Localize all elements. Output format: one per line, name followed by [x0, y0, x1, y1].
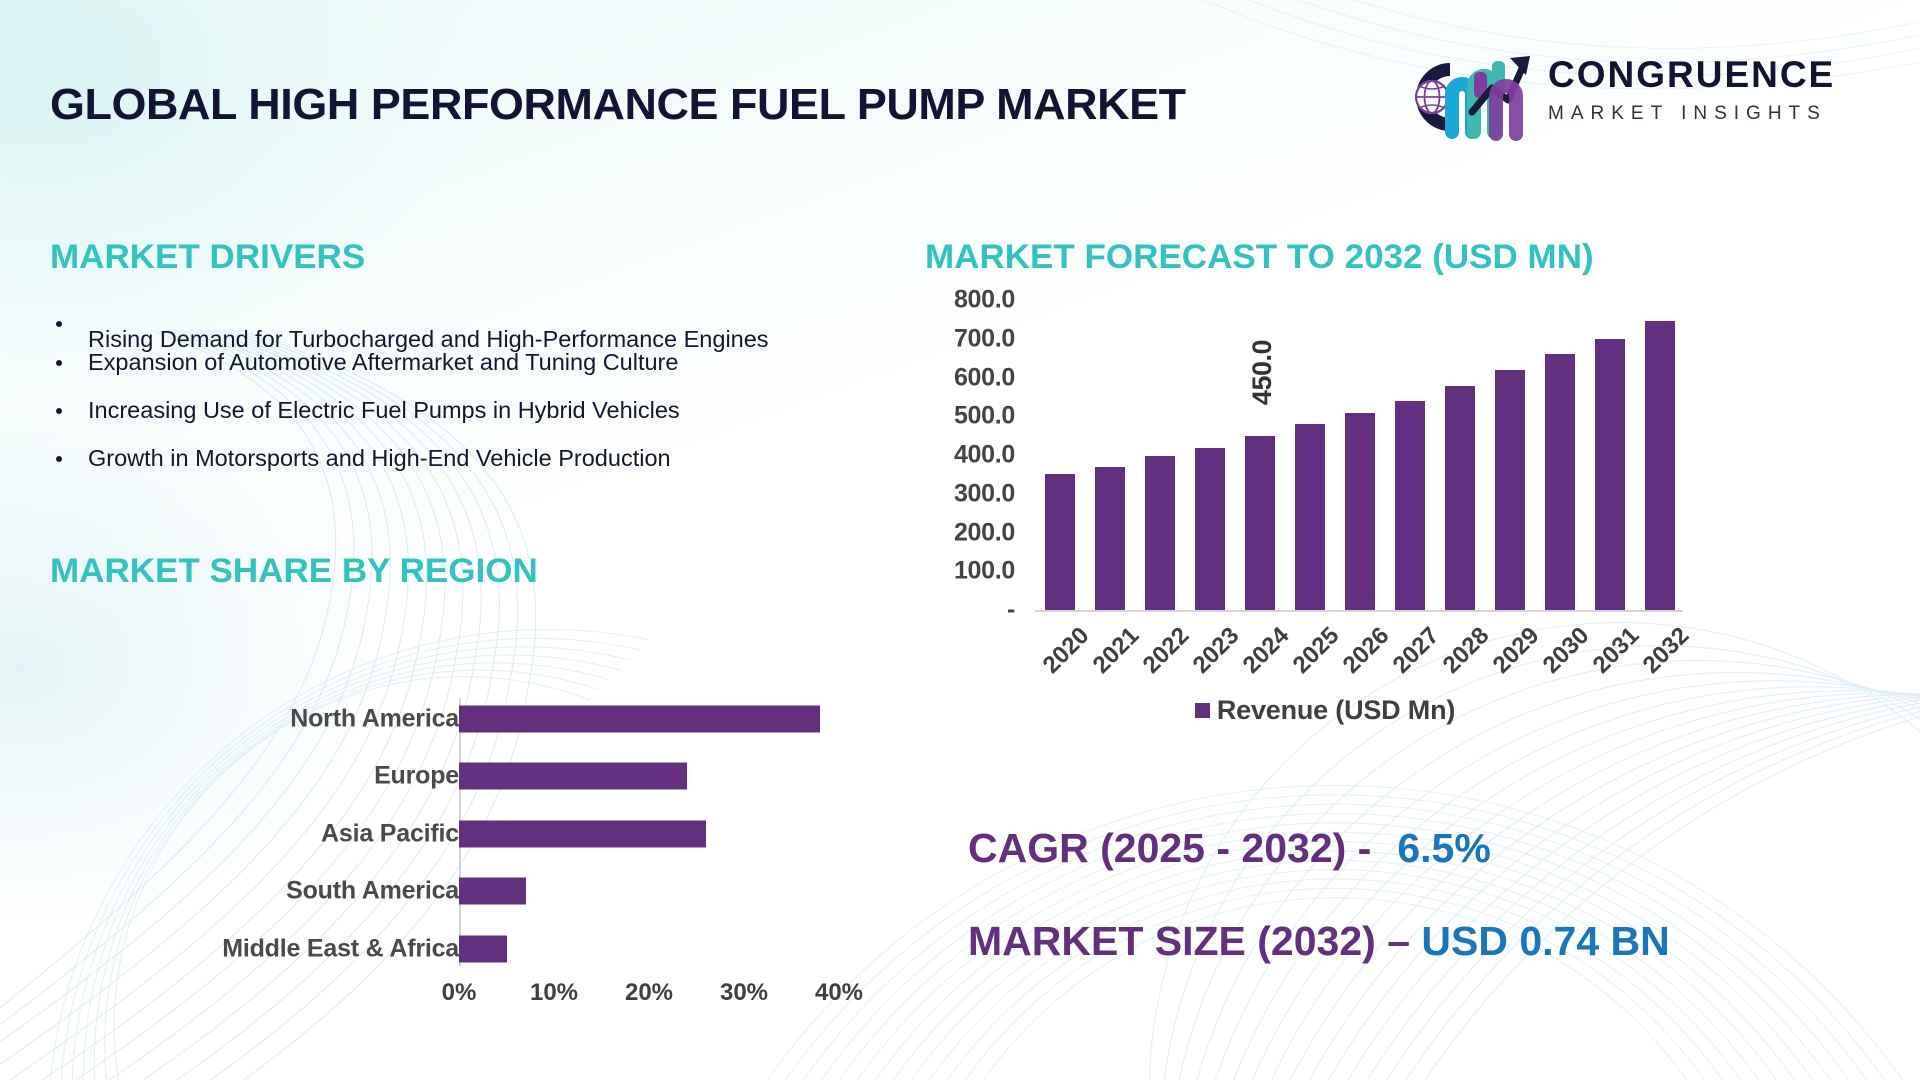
region-label: South America — [286, 876, 459, 905]
region-bar — [459, 705, 820, 733]
region-label: Middle East & Africa — [222, 934, 459, 963]
forecast-bar — [1345, 413, 1375, 610]
forecast-plot-area: 2020 2021 2022 2023 450.0 2024 2025 2026 2027 202… — [1035, 300, 1694, 679]
forecast-bar — [1045, 474, 1075, 610]
forecast-bar — [1245, 435, 1275, 610]
forecast-y-label: - — [1006, 595, 1015, 624]
forecast-x-label: 2021 — [1087, 622, 1145, 679]
cagr-label: CAGR (2025 - 2032) - — [968, 825, 1372, 871]
forecast-baseline — [1035, 610, 1683, 612]
forecast-data-label: 450.0 — [1247, 339, 1277, 405]
forecast-bar — [1595, 338, 1625, 610]
forecast-x-label: 2029 — [1487, 622, 1545, 679]
list-item: Rising Demand for Turbocharged and High-… — [48, 312, 920, 366]
region-x-tick: 40% — [814, 979, 864, 1006]
bullet-icon — [56, 360, 62, 367]
logo-text: CONGRUENCE MARKET INSIGHTS — [1548, 56, 1835, 123]
region-bar-track — [459, 877, 839, 905]
forecast-bar — [1495, 369, 1525, 610]
forecast-x-label: 2022 — [1137, 622, 1195, 679]
header: GLOBAL HIGH PERFORMANCE FUEL PUMP MARKET — [0, 0, 1920, 175]
forecast-y-label: 100.0 — [953, 556, 1015, 585]
region-row: Middle East & Africa — [50, 920, 900, 978]
bullet-icon — [56, 408, 62, 415]
region-bar — [459, 762, 687, 790]
region-bar — [459, 877, 526, 905]
market-size-value: USD 0.74 BN — [1421, 918, 1670, 964]
region-bar-track — [459, 705, 839, 733]
cagr-value: 6.5% — [1397, 825, 1491, 871]
logo-name: CONGRUENCE — [1548, 54, 1836, 95]
driver-text: Rising Demand for Turbocharged and High-… — [88, 326, 769, 352]
forecast-bar — [1445, 386, 1475, 610]
page-title: GLOBAL HIGH PERFORMANCE FUEL PUMP MARKET — [50, 80, 1186, 129]
region-row: Europe — [50, 748, 900, 806]
forecast-bar — [1145, 455, 1175, 610]
forecast-x-label: 2028 — [1437, 622, 1495, 679]
forecast-x-label: 2026 — [1337, 622, 1395, 679]
forecast-x-label: 2030 — [1537, 622, 1595, 679]
forecast-bar — [1395, 400, 1425, 610]
forecast-y-label: 200.0 — [953, 518, 1015, 546]
market-forecast-heading: MARKET FORECAST TO 2032 (USD MN) — [925, 238, 1594, 276]
list-item: Expansion of Automotive Aftermarket and … — [48, 349, 679, 375]
region-bar-track — [459, 935, 839, 963]
driver-text: Increasing Use of Electric Fuel Pumps in… — [88, 397, 680, 423]
region-row: Asia Pacific — [50, 805, 900, 863]
forecast-bar — [1095, 466, 1125, 610]
legend-swatch-icon — [1194, 703, 1210, 718]
market-forecast-chart: - 100.0 200.0 300.0 400.0 500.0 600.0 700.0 800.… — [925, 286, 1885, 726]
region-x-tick: 20% — [624, 979, 674, 1006]
forecast-y-label: 300.0 — [953, 479, 1015, 508]
market-drivers-heading: MARKET DRIVERS — [50, 238, 366, 276]
forecast-bar — [1545, 354, 1575, 610]
forecast-y-label: 700.0 — [953, 324, 1015, 353]
region-bar — [459, 820, 706, 848]
bullet-icon — [56, 456, 62, 463]
forecast-x-label: 2032 — [1637, 622, 1695, 679]
market-share-heading: MARKET SHARE BY REGION — [50, 552, 538, 590]
forecast-x-label: 2020 — [1037, 622, 1095, 679]
region-bar-track — [459, 820, 839, 848]
market-share-by-region-chart: North America Europe Asia Pacific South Ame… — [50, 690, 900, 1006]
forecast-bar — [1645, 321, 1675, 610]
region-chart-rows: North America Europe Asia Pacific South Ame… — [50, 690, 900, 978]
forecast-legend: Revenue (USD Mn) — [925, 695, 1725, 726]
market-size-kpi: MARKET SIZE (2032) – USD 0.74 BN — [968, 918, 1670, 965]
region-row: North America — [50, 690, 900, 748]
region-x-tick: 0% — [441, 979, 477, 1006]
forecast-x-label: 2023 — [1187, 622, 1245, 679]
cagr-kpi: CAGR (2025 - 2032) - 6.5% — [968, 825, 1491, 872]
forecast-y-label: 400.0 — [953, 440, 1015, 469]
forecast-x-label: 2027 — [1387, 622, 1445, 679]
driver-text: Growth in Motorsports and High-End Vehic… — [88, 445, 671, 471]
logo-subtitle: MARKET INSIGHTS — [1548, 103, 1827, 124]
cm-globe-growth-logo-icon — [1414, 56, 1530, 141]
market-size-label: MARKET SIZE (2032) – — [968, 918, 1410, 964]
forecast-x-label: 2025 — [1287, 622, 1345, 679]
forecast-bar — [1295, 424, 1325, 610]
list-item: Growth in Motorsports and High-End Vehic… — [48, 445, 671, 471]
driver-text: Expansion of Automotive Aftermarket and … — [88, 349, 679, 375]
region-bar — [459, 935, 507, 963]
forecast-y-label: 600.0 — [953, 363, 1015, 391]
forecast-bar — [1195, 448, 1225, 610]
region-x-tick: 30% — [719, 979, 769, 1006]
bullet-icon — [56, 321, 62, 328]
list-item: Increasing Use of Electric Fuel Pumps in… — [48, 397, 680, 423]
region-label: Europe — [374, 761, 459, 790]
legend-label: Revenue (USD Mn) — [1216, 695, 1456, 725]
region-row: South America — [50, 863, 900, 921]
forecast-y-label: 500.0 — [953, 401, 1015, 430]
region-label: Asia Pacific — [321, 819, 459, 848]
region-label: North America — [290, 704, 459, 733]
brand-logo: CONGRUENCE MARKET INSIGHTS — [1388, 48, 1888, 148]
region-x-tick: 10% — [529, 979, 579, 1006]
region-bar-track — [459, 762, 839, 790]
forecast-x-label: 2031 — [1587, 622, 1645, 679]
forecast-y-label: 800.0 — [953, 285, 1015, 314]
forecast-x-label: 2024 — [1237, 622, 1295, 679]
